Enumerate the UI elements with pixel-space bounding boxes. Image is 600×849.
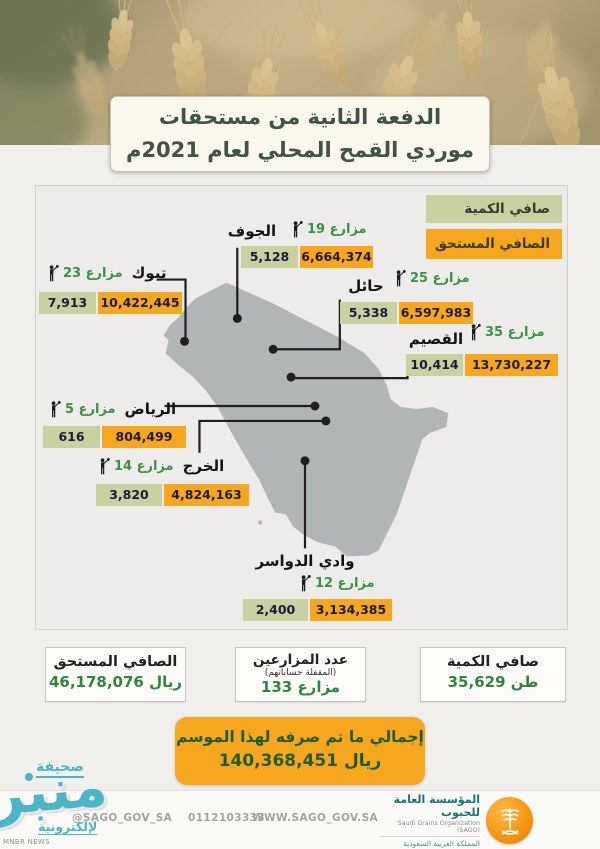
region-farmers-tabuk: 23 مزارع تبوك bbox=[46, 264, 167, 282]
legend-net-due: الصافي المستحق bbox=[426, 229, 562, 259]
summary-farmer-count-value: 133 مزارع bbox=[260, 678, 341, 696]
farmer-icon bbox=[51, 400, 61, 417]
watermark-sahifa-label: صحيفة bbox=[36, 759, 84, 778]
region-name-tabuk: تبوك bbox=[131, 264, 167, 282]
sago-divider bbox=[380, 836, 480, 837]
farmer-count: 14 مزارع bbox=[114, 458, 174, 474]
region-farmers-wadi-dawasir: 12 مزارع bbox=[298, 575, 375, 592]
sago-country-label: المملكة العربية السعودية bbox=[403, 839, 480, 848]
net-due-value: 6,597,983 bbox=[399, 302, 473, 324]
net-due-value: 6,664,374 bbox=[300, 246, 373, 268]
region-farmers-kharj: 14 مزارع الخرج bbox=[97, 457, 224, 475]
summary-net-due-title: الصافي المستحق bbox=[53, 654, 178, 670]
region-name-qassim: القصيم bbox=[408, 330, 464, 348]
farmer-count: 35 مزارع bbox=[485, 325, 545, 340]
summary-farmer-count-title: عدد المزارعين bbox=[252, 652, 349, 668]
net-quantity-value: 2,400 bbox=[243, 599, 308, 621]
infographic-title-card: الدفعة الثانية من مستحقات موردي القمح ال… bbox=[110, 96, 490, 172]
summary-net-quantity-title: صافي الكمية bbox=[447, 654, 539, 670]
summary-net-quantity-value: 35,629 طن bbox=[447, 673, 539, 691]
footer-website: WWW.SAGO_GOV.SA bbox=[252, 812, 379, 824]
region-farmers-qassim: 35 مزارع bbox=[468, 324, 545, 341]
map-panel: صافي الكمية الصافي المستحق الجوف 19 مزار… bbox=[35, 185, 568, 630]
region-values-kharj: 3,820 4,824,163 bbox=[96, 484, 249, 506]
sago-palm-emblem-icon bbox=[486, 797, 533, 844]
net-quantity-value: 10,414 bbox=[406, 354, 463, 376]
region-name-hail: حائل bbox=[348, 277, 384, 295]
watermark-minbar-logo: منبر bbox=[0, 754, 110, 829]
region-values-wadi-dawasir: 2,400 3,134,385 bbox=[243, 599, 392, 621]
net-due-value: 804,499 bbox=[102, 426, 186, 448]
farmer-count: 23 مزارع bbox=[63, 265, 123, 281]
region-farmers-riyadh: 5 مزارع الرياض bbox=[48, 400, 176, 418]
sago-org-name-english: Saudi Grains Organization (SAGO) bbox=[397, 820, 480, 834]
farmer-icon bbox=[396, 270, 406, 287]
farmer-icon bbox=[100, 457, 110, 474]
net-quantity-value: 3,820 bbox=[96, 484, 162, 506]
net-quantity-value: 616 bbox=[43, 426, 100, 448]
sago-text-block: المؤسسة العامة للحبوب Saudi Grains Organ… bbox=[380, 793, 480, 848]
net-quantity-value: 5,338 bbox=[340, 302, 397, 324]
farmer-count: 12 مزارع bbox=[315, 576, 375, 591]
footer-phone-number: 0112103333 bbox=[188, 812, 266, 824]
sago-org-name-arabic: المؤسسة العامة للحبوب bbox=[393, 793, 480, 819]
season-total-value: 140,368,451 ريال bbox=[218, 751, 382, 771]
footer-twitter-handle: @SAGO_GOV_SA bbox=[72, 812, 173, 824]
region-name-riyadh: الرياض bbox=[124, 400, 177, 418]
region-farmers-hail: 25 مزارع bbox=[393, 270, 470, 287]
watermark-electronic-label: لإلكترونية bbox=[38, 819, 98, 835]
summary-farmer-count-subtitle: (المقفلة حساباتهم) bbox=[264, 668, 337, 678]
sago-logo-block: المؤسسة العامة للحبوب Saudi Grains Organ… bbox=[380, 793, 533, 848]
net-due-value: 4,824,163 bbox=[164, 484, 249, 506]
net-due-value: 3,134,385 bbox=[310, 599, 392, 621]
farmer-icon bbox=[293, 221, 303, 238]
title-line-2: موردي القمح المحلي لعام 2021م bbox=[126, 138, 474, 162]
summary-net-quantity-box: صافي الكمية 35,629 طن bbox=[420, 647, 566, 702]
region-values-jouf: 5,128 6,664,374 bbox=[241, 246, 373, 268]
region-values-tabuk: 7,913 10,422,445 bbox=[39, 292, 182, 314]
farmer-icon bbox=[49, 264, 59, 281]
summary-net-due-box: الصافي المستحق 46,178,076 ريال bbox=[45, 647, 186, 702]
net-due-value: 13,730,227 bbox=[465, 354, 558, 376]
farmer-count: 5 مزارع bbox=[65, 401, 116, 417]
watermark-mnbr-news-caption: MNBR NEWS bbox=[3, 838, 50, 846]
region-values-riyadh: 616 804,499 bbox=[43, 426, 186, 448]
net-due-value: 10,422,445 bbox=[98, 292, 182, 314]
farmer-count: 19 مزارع bbox=[307, 222, 367, 237]
region-values-hail: 5,338 6,597,983 bbox=[340, 302, 473, 324]
net-quantity-value: 5,128 bbox=[241, 246, 298, 268]
legend-net-quantity: صافي الكمية bbox=[426, 195, 562, 223]
farmer-icon bbox=[471, 324, 481, 341]
summary-net-due-value: 46,178,076 ريال bbox=[48, 673, 183, 691]
saudi-map-silhouette bbox=[163, 282, 449, 557]
connector-lines bbox=[156, 247, 409, 549]
watermark-dot bbox=[25, 773, 33, 781]
farmer-count: 25 مزارع bbox=[410, 271, 470, 286]
farmer-icon bbox=[301, 575, 311, 592]
region-farmers-jouf: 19 مزارع bbox=[290, 221, 367, 238]
summary-farmer-count-box: عدد المزارعين (المقفلة حساباتهم) 133 مزا… bbox=[235, 647, 366, 702]
season-total-box: إجمالي ما تم صرفه لهذا الموسم 140,368,45… bbox=[175, 717, 425, 785]
region-name-kharj: الخرج bbox=[182, 457, 225, 475]
net-quantity-value: 7,913 bbox=[39, 292, 96, 314]
region-values-qassim: 10,414 13,730,227 bbox=[406, 354, 558, 376]
title-line-1: الدفعة الثانية من مستحقات bbox=[158, 105, 442, 129]
season-total-title: إجمالي ما تم صرفه لهذا الموسم bbox=[176, 728, 424, 746]
region-name-wadi-dawasir: وادي الدواسر bbox=[255, 552, 355, 570]
region-name-jouf: الجوف bbox=[227, 222, 277, 240]
farasan-island bbox=[258, 520, 263, 525]
region-dots bbox=[180, 313, 331, 466]
saudi-arabia-map bbox=[156, 247, 449, 557]
